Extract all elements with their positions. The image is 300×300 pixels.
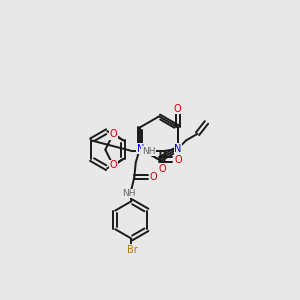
Text: O: O [174, 154, 182, 165]
Text: O: O [110, 160, 118, 170]
Text: O: O [174, 103, 182, 114]
Text: NH: NH [142, 147, 155, 156]
Text: O: O [110, 129, 118, 140]
Text: N: N [136, 144, 144, 154]
Text: O: O [158, 164, 166, 174]
Text: O: O [149, 172, 157, 182]
Text: NH: NH [122, 189, 136, 198]
Text: Br: Br [127, 245, 137, 255]
Text: N: N [174, 144, 182, 154]
